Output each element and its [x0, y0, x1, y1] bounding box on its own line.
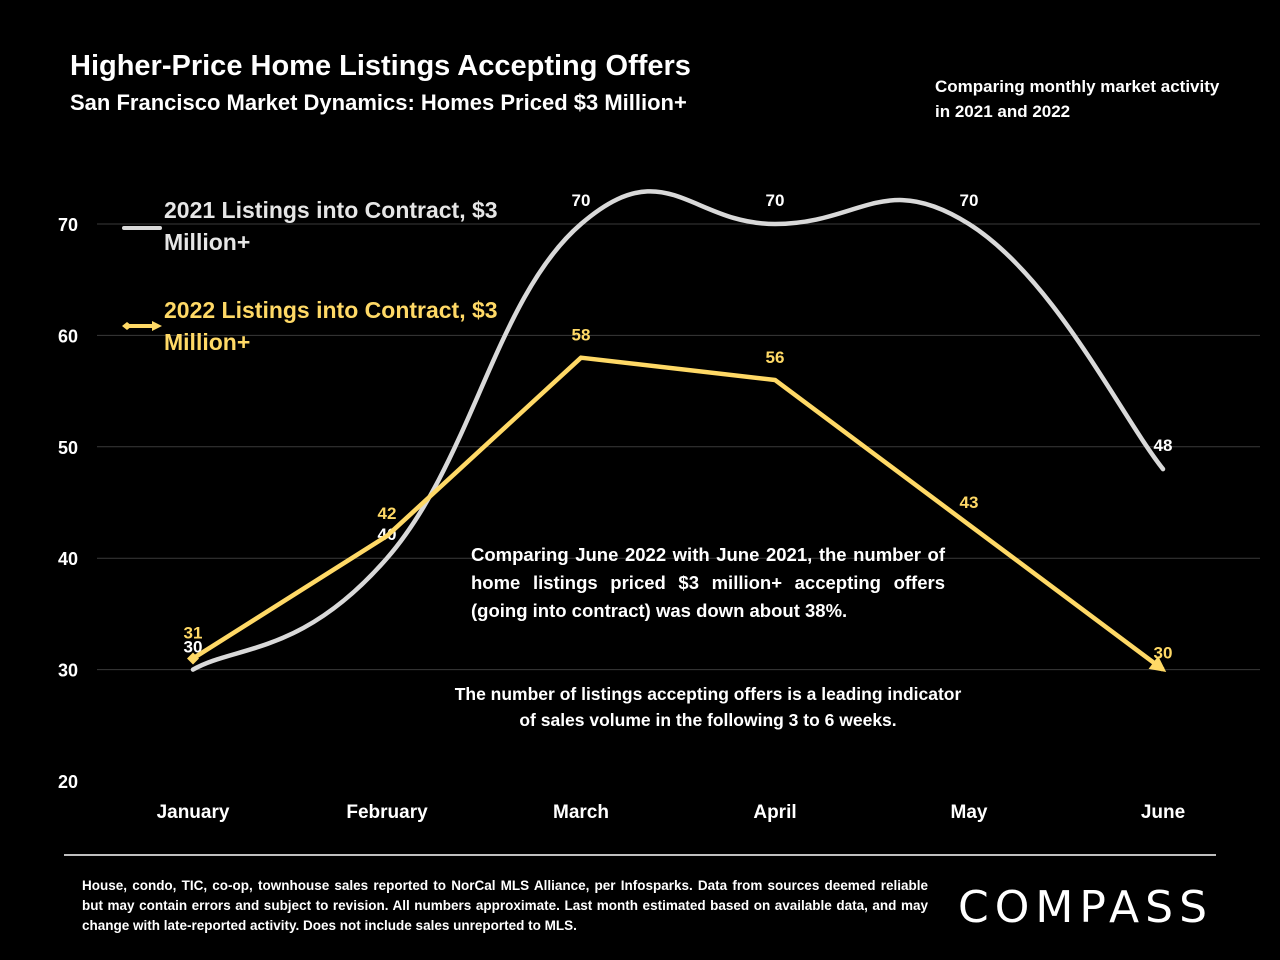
line-chart: 20 30 40 50 60 70 January February March April May…	[58, 189, 1260, 823]
data-label-2021-april: 70	[766, 191, 785, 210]
x-tick-label-may: May	[951, 802, 988, 823]
y-tick-label-20: 20	[58, 772, 78, 792]
y-tick-label-40: 40	[58, 549, 78, 569]
data-label-2021-may: 70	[960, 191, 979, 210]
x-tick-label-january: January	[157, 802, 230, 823]
data-label-2021-june: 48	[1154, 436, 1173, 455]
series-end-arrow-2022	[1148, 656, 1167, 672]
series-line-2022	[191, 355, 1165, 672]
x-tick-label-april: April	[753, 802, 796, 823]
footnote: House, condo, TIC, co-op, townhouse sale…	[82, 878, 928, 933]
legend-item-2021: 2021 Listings into Contract, $3 Million+	[122, 194, 502, 258]
annotation-leading-indicator: The number of listings accepting offers …	[454, 684, 962, 730]
series-line-2021	[190, 189, 1166, 672]
chart-title: Higher-Price Home Listings Accepting Off…	[70, 50, 691, 82]
legend-swatch-2021	[122, 207, 162, 230]
data-label-2022-june: 30	[1154, 644, 1173, 663]
x-tick-label-february: February	[346, 802, 428, 823]
data-label-2022-may: 43	[960, 493, 979, 512]
data-label-2022-february: 42	[378, 504, 397, 523]
data-label-2022-march: 58	[572, 326, 591, 345]
series-start-marker-2022	[187, 652, 199, 665]
compass-logo: COMPASS	[958, 882, 1213, 933]
data-label-2021-january: 30	[184, 638, 203, 657]
data-label-2022-april: 56	[766, 348, 785, 367]
legend-item-2022: 2022 Listings into Contract, $3 Million+	[122, 294, 502, 358]
y-tick-label-60: 60	[58, 326, 78, 346]
footer-divider	[64, 854, 1216, 856]
y-tick-label-70: 70	[58, 215, 78, 235]
data-label-2022-january: 31	[184, 623, 203, 642]
annotation-june-comparison: Comparing June 2022 with June 2021, the …	[471, 544, 945, 621]
y-tick-label-50: 50	[58, 438, 78, 458]
chart-subtitle: San Francisco Market Dynamics: Homes Pri…	[70, 90, 687, 115]
legend-swatch-2022	[122, 307, 162, 331]
data-label-2021-march: 70	[572, 191, 591, 210]
legend-label-2022: 2022 Listings into Contract, $3 Million+	[164, 297, 498, 355]
legend-label-2021: 2021 Listings into Contract, $3 Million+	[164, 197, 498, 255]
x-tick-label-june: June	[1141, 802, 1185, 823]
y-tick-label-30: 30	[58, 661, 78, 681]
x-tick-label-march: March	[553, 802, 609, 823]
comparison-note: Comparing monthly market activity in 202…	[935, 77, 1220, 121]
